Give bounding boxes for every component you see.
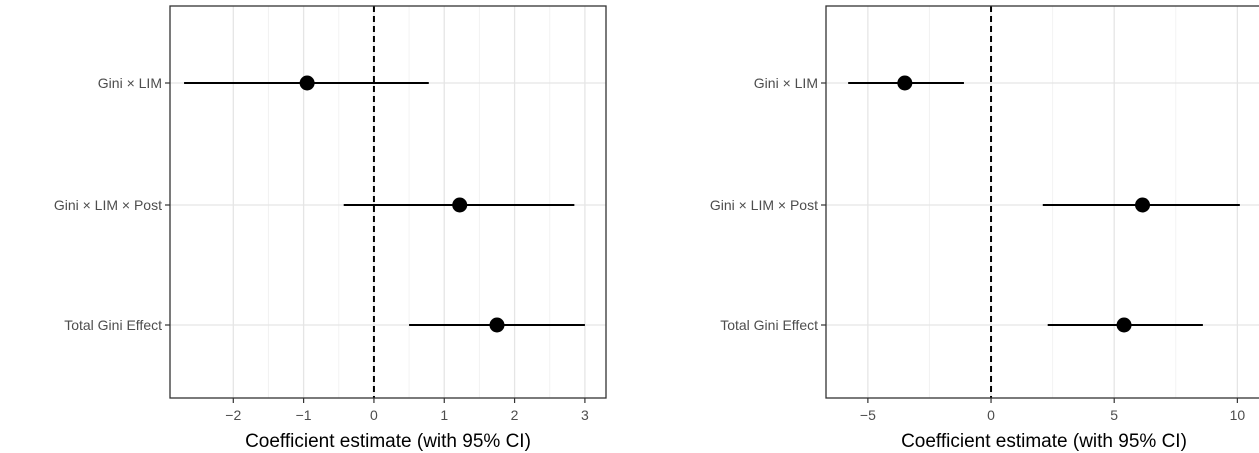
y-tick-label-row-total-gini-effect: Total Gini Effect (64, 317, 162, 333)
y-tick-label-row-gini-lim-post: Gini × LIM × Post (54, 197, 162, 213)
x-tick-label: 0 (987, 407, 995, 423)
x-tick-label: 1 (440, 407, 448, 423)
panel-border (825, 5, 1259, 399)
x-tick-label: 2 (511, 407, 519, 423)
y-tick-label-row-gini-lim: Gini × LIM (754, 75, 818, 91)
panel-border (169, 5, 607, 399)
y-tick-label-row-total-gini-effect: Total Gini Effect (720, 317, 818, 333)
estimate-point-row-gini-lim (299, 75, 315, 91)
estimate-point-row-gini-lim-post (452, 197, 468, 213)
estimate-point-row-total-gini-effect (489, 317, 505, 333)
estimate-point-row-gini-lim-post (1135, 197, 1151, 213)
x-axis-title: Coefficient estimate (with 95% CI) (245, 431, 531, 452)
y-tick-label-row-gini-lim: Gini × LIM (98, 75, 162, 91)
x-tick-label: −5 (860, 407, 876, 423)
x-tick-label: 0 (370, 407, 378, 423)
ci-markers (825, 5, 1259, 399)
x-tick-label: −2 (225, 407, 241, 423)
y-tick-label-row-gini-lim-post: Gini × LIM × Post (710, 197, 818, 213)
x-tick-label: 5 (1110, 407, 1118, 423)
y-axis-ticks: Gini × LIM Gini × LIM × Post Total Gini Ef… (710, 75, 826, 333)
estimate-point-row-total-gini-effect (1116, 317, 1132, 333)
x-tick-label: −1 (296, 407, 312, 423)
estimate-point-row-gini-lim (897, 75, 913, 91)
gridlines (826, 6, 1259, 398)
x-axis-title: Coefficient estimate (with 95% CI) (901, 431, 1187, 452)
x-axis-ticks: −5 0 5 10 (860, 398, 1245, 423)
x-tick-label: 10 (1230, 407, 1246, 423)
coef-plot-right: Gini × LIM Gini × LIM × Post Total Gini Ef… (710, 5, 1259, 452)
ci-markers (169, 5, 607, 399)
x-tick-label: 3 (581, 407, 589, 423)
x-axis-ticks: −2 −1 0 1 2 3 (225, 398, 589, 423)
coef-plot-left: Gini × LIM Gini × LIM × Post Total Gini Ef… (54, 5, 607, 452)
y-axis-ticks: Gini × LIM Gini × LIM × Post Total Gini Ef… (54, 75, 170, 333)
